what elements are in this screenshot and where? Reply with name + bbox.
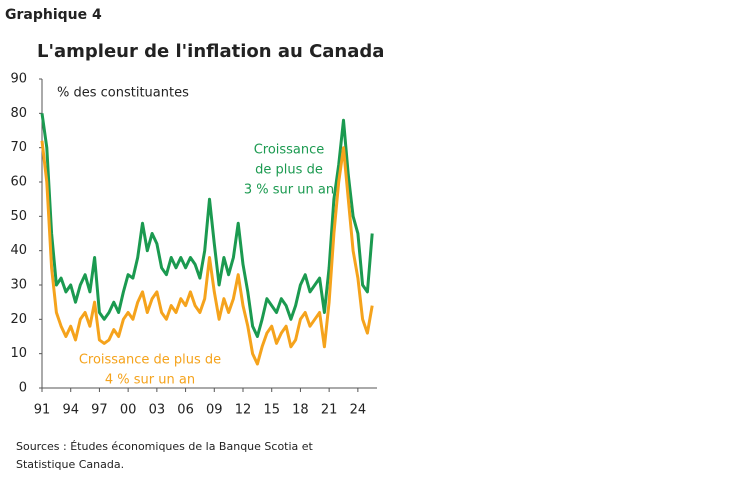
x-tick-label: 18 (292, 403, 309, 418)
legend-label: de plus de (255, 163, 323, 178)
legend-label: 3 % sur un an (244, 183, 334, 198)
x-tick-label: 09 (206, 403, 223, 418)
chart-title: L'ampleur de l'inflation au Canada (37, 41, 384, 62)
y-tick-label: 50 (10, 209, 27, 224)
x-tick-label: 06 (177, 403, 194, 418)
y-tick-label: 10 (10, 346, 27, 361)
x-tick-label: 00 (120, 403, 137, 418)
x-tick-label: 97 (91, 403, 108, 418)
y-tick-label: 60 (10, 175, 27, 190)
figure-label: Graphique 4 (5, 7, 102, 23)
y-tick-label: 30 (10, 278, 27, 293)
x-tick-label: 24 (350, 403, 367, 418)
x-tick-label: 91 (34, 403, 51, 418)
source: Sources : Études économiques de la Banqu… (16, 440, 314, 453)
legend-label: 4 % sur un an (105, 373, 195, 388)
y-axis-label: % des constituantes (57, 86, 189, 101)
series-line (40, 140, 374, 366)
x-tick-label: 03 (149, 403, 166, 418)
x-tick-label: 15 (263, 403, 280, 418)
y-tick-label: 90 (10, 72, 27, 87)
y-tick-label: 40 (10, 243, 27, 258)
x-tick-label: 12 (235, 403, 252, 418)
x-tick-label: 21 (321, 403, 338, 418)
y-tick-label: 0 (19, 381, 27, 396)
source: Statistique Canada. (16, 458, 124, 471)
series-line (40, 113, 374, 338)
legend-label: Croissance (254, 143, 325, 158)
legend-label: Croissance de plus de (79, 353, 221, 368)
y-tick-label: 80 (10, 106, 27, 121)
y-tick-label: 70 (10, 140, 27, 155)
x-tick-label: 94 (62, 403, 79, 418)
y-tick-label: 20 (10, 312, 27, 327)
